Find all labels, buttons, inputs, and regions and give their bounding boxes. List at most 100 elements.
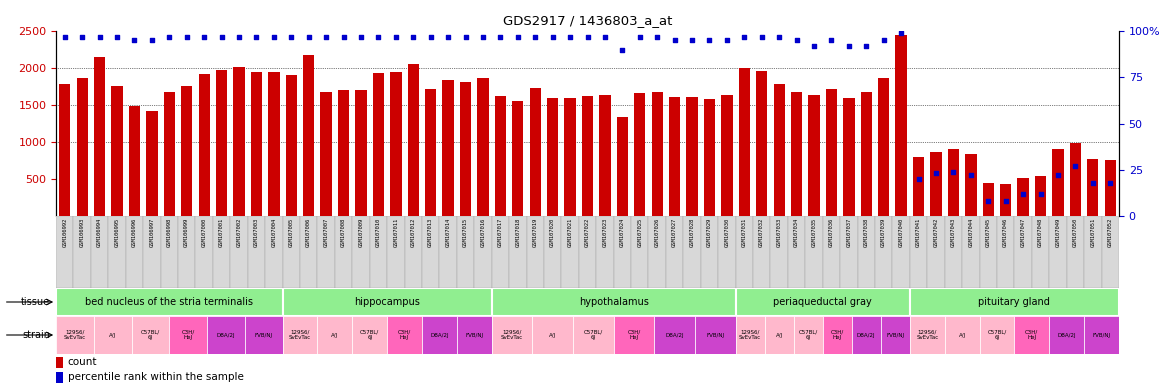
Bar: [251, 73, 262, 216]
Bar: [962, 216, 980, 288]
Text: GSM107039: GSM107039: [881, 218, 887, 247]
Bar: [1105, 160, 1115, 216]
Bar: [881, 316, 910, 354]
Point: [996, 198, 1015, 204]
Bar: [457, 216, 474, 288]
Bar: [353, 316, 387, 354]
Text: FVB/NJ: FVB/NJ: [707, 333, 724, 338]
Bar: [1014, 316, 1049, 354]
Text: GSM107003: GSM107003: [253, 218, 259, 247]
Bar: [286, 75, 297, 216]
Bar: [1101, 216, 1119, 288]
Point: [805, 43, 823, 49]
Bar: [896, 35, 906, 216]
Text: GSM106995: GSM106995: [114, 218, 119, 247]
Point: [334, 33, 353, 40]
Bar: [1017, 178, 1029, 216]
Bar: [439, 216, 457, 288]
Text: GSM107014: GSM107014: [446, 218, 451, 247]
Bar: [408, 64, 419, 216]
Bar: [982, 184, 994, 216]
Bar: [544, 216, 562, 288]
Bar: [93, 57, 105, 216]
Bar: [161, 216, 178, 288]
Bar: [980, 216, 997, 288]
Bar: [370, 216, 387, 288]
Text: GSM107029: GSM107029: [707, 218, 712, 247]
Point: [317, 33, 335, 40]
Point: [1101, 180, 1120, 186]
Bar: [843, 98, 855, 216]
Bar: [1031, 216, 1049, 288]
Bar: [910, 316, 945, 354]
Bar: [721, 94, 732, 216]
Bar: [851, 316, 881, 354]
Bar: [492, 288, 736, 316]
Text: GSM107023: GSM107023: [603, 218, 607, 247]
Point: [195, 33, 214, 40]
Text: FVB/NJ: FVB/NJ: [1092, 333, 1111, 338]
Bar: [335, 216, 353, 288]
Point: [648, 33, 667, 40]
Bar: [547, 98, 558, 216]
Text: GSM107002: GSM107002: [236, 218, 242, 247]
Point: [1049, 172, 1068, 179]
Bar: [128, 106, 140, 216]
Bar: [1052, 149, 1064, 216]
Text: GSM107048: GSM107048: [1038, 218, 1043, 247]
Bar: [387, 316, 422, 354]
Point: [125, 37, 144, 43]
Bar: [74, 216, 91, 288]
Text: 129S6/
SvEvTac: 129S6/ SvEvTac: [501, 330, 523, 340]
Text: GSM107000: GSM107000: [202, 218, 207, 247]
Point: [55, 33, 74, 40]
Bar: [56, 216, 74, 288]
Text: count: count: [68, 358, 97, 367]
Bar: [599, 94, 611, 216]
Bar: [181, 86, 193, 216]
Text: A/J: A/J: [776, 333, 783, 338]
Text: GSM107035: GSM107035: [812, 218, 816, 247]
Point: [508, 33, 527, 40]
Bar: [564, 98, 576, 216]
Point: [613, 46, 632, 53]
Bar: [269, 73, 279, 216]
Bar: [613, 216, 631, 288]
Point: [473, 33, 492, 40]
Text: GSM107037: GSM107037: [847, 218, 851, 247]
Text: GSM106992: GSM106992: [62, 218, 68, 247]
Text: GSM107012: GSM107012: [411, 218, 416, 247]
Text: GSM107015: GSM107015: [463, 218, 468, 247]
Bar: [478, 78, 488, 216]
Point: [422, 33, 440, 40]
Point: [281, 33, 300, 40]
Text: hypothalamus: hypothalamus: [578, 297, 648, 307]
Bar: [457, 316, 492, 354]
Point: [752, 33, 771, 40]
Point: [561, 33, 579, 40]
Bar: [573, 316, 613, 354]
Text: GSM107047: GSM107047: [1021, 218, 1026, 247]
Text: GSM107050: GSM107050: [1073, 218, 1078, 247]
Bar: [794, 316, 822, 354]
Bar: [495, 96, 506, 216]
Bar: [111, 86, 123, 216]
Text: GSM107028: GSM107028: [689, 218, 695, 247]
Point: [735, 33, 753, 40]
Bar: [791, 92, 802, 216]
Text: GSM106998: GSM106998: [167, 218, 172, 247]
Point: [248, 33, 266, 40]
Bar: [822, 316, 851, 354]
Bar: [736, 216, 753, 288]
Bar: [144, 216, 161, 288]
Bar: [736, 288, 910, 316]
Point: [543, 33, 562, 40]
Bar: [947, 149, 959, 216]
Point: [491, 33, 509, 40]
Point: [857, 43, 876, 49]
Bar: [318, 216, 335, 288]
Bar: [875, 216, 892, 288]
Bar: [283, 216, 300, 288]
Bar: [582, 96, 593, 216]
Bar: [56, 288, 283, 316]
